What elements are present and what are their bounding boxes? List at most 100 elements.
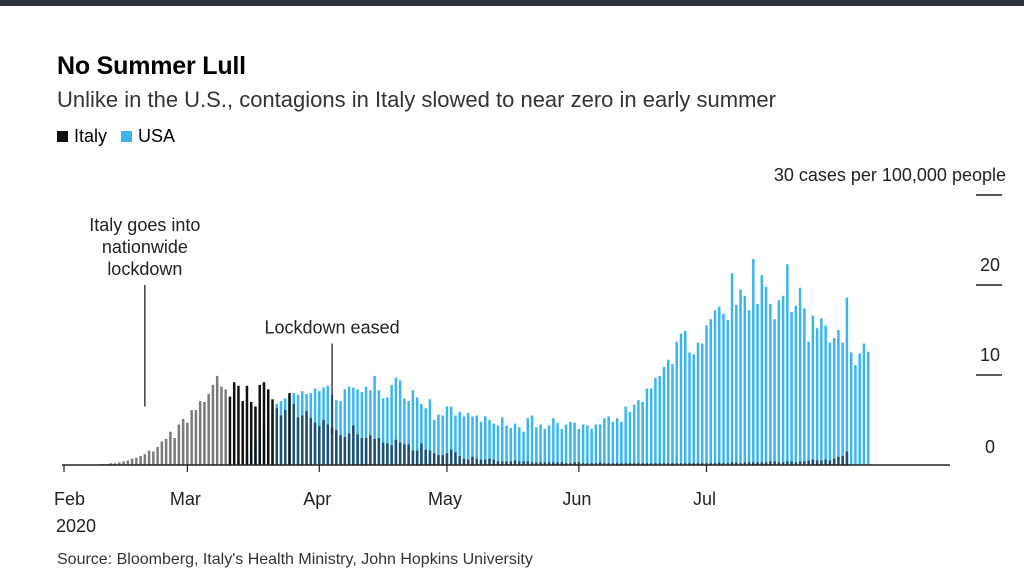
- bar-usa: [718, 306, 721, 465]
- bar-usa: [343, 389, 347, 465]
- bar-italy: [611, 463, 615, 465]
- bar-italy: [335, 429, 338, 465]
- bar-italy: [590, 463, 593, 465]
- bar-italy: [424, 449, 427, 465]
- bar-italy: [790, 461, 793, 465]
- bar-italy: [356, 434, 359, 465]
- bar-italy: [769, 461, 772, 465]
- bar-usa: [777, 300, 781, 465]
- bar-usa: [705, 325, 708, 465]
- bar-usa: [403, 398, 406, 465]
- bar-italy: [624, 463, 627, 465]
- bar-usa: [671, 364, 674, 465]
- bar-usa: [794, 305, 798, 465]
- bar-italy: [169, 431, 172, 465]
- bar-italy: [198, 401, 202, 465]
- bar-usa: [688, 352, 691, 465]
- bar-usa: [471, 416, 474, 465]
- bar-italy: [518, 461, 521, 465]
- bar-italy: [811, 459, 815, 465]
- bar-italy: [475, 458, 478, 465]
- bars-group: [101, 258, 870, 465]
- bar-italy: [620, 463, 623, 465]
- bar-italy: [696, 463, 700, 465]
- bar-italy: [492, 459, 495, 465]
- bar-italy: [735, 462, 738, 465]
- bar-italy: [594, 463, 598, 465]
- bar-italy: [445, 453, 449, 465]
- bar-italy: [143, 454, 147, 465]
- legend-swatch-italy: [57, 131, 68, 142]
- bar-italy: [552, 462, 555, 465]
- bar-italy: [688, 463, 691, 465]
- bar-italy: [501, 461, 504, 465]
- x-tick-label: Jun: [562, 489, 591, 509]
- bar-usa: [432, 420, 436, 465]
- bar-italy: [569, 463, 572, 465]
- bar-usa: [449, 406, 453, 465]
- bar-italy: [709, 463, 713, 465]
- bar-italy: [547, 462, 551, 465]
- bar-usa: [505, 425, 508, 465]
- y-tick-label: 10: [980, 345, 1000, 365]
- bar-usa: [428, 399, 432, 465]
- bar-italy: [701, 463, 704, 465]
- bar-italy: [632, 463, 636, 465]
- bar-usa: [369, 390, 372, 465]
- bar-italy: [837, 456, 840, 465]
- bar-italy: [449, 449, 453, 465]
- bar-italy: [841, 456, 844, 465]
- bar-usa: [594, 424, 598, 465]
- legend-label-italy: Italy: [74, 126, 108, 146]
- bar-usa: [743, 295, 747, 465]
- bar-usa: [841, 342, 844, 465]
- bar-italy: [322, 420, 325, 465]
- bar-italy: [675, 463, 678, 465]
- bar-usa: [709, 319, 713, 465]
- annotation-text: nationwide: [102, 237, 188, 257]
- bar-italy: [249, 402, 253, 465]
- bar-italy: [343, 437, 347, 465]
- bar-italy: [254, 406, 257, 465]
- bar-usa: [339, 401, 342, 465]
- bar-usa: [445, 406, 449, 465]
- bar-usa: [713, 310, 717, 465]
- bar-usa: [488, 420, 491, 465]
- bar-italy: [135, 457, 138, 465]
- bar-italy: [654, 463, 657, 465]
- legend: Italy USA: [57, 126, 189, 147]
- bar-italy: [275, 408, 278, 465]
- bar-italy: [815, 460, 819, 465]
- bar-italy: [347, 433, 351, 465]
- bar-italy: [360, 438, 364, 465]
- bar-usa: [513, 423, 517, 465]
- bar-usa: [539, 424, 542, 465]
- bar-italy: [181, 419, 185, 465]
- bar-italy: [313, 422, 317, 465]
- bar-italy: [794, 462, 798, 465]
- legend-label-usa: USA: [138, 126, 176, 146]
- bar-italy: [522, 461, 525, 465]
- bar-italy: [509, 461, 513, 465]
- bar-usa: [747, 310, 751, 465]
- bar-italy: [803, 461, 806, 465]
- bar-italy: [513, 460, 517, 465]
- bar-italy: [820, 460, 823, 465]
- bar-italy: [237, 385, 240, 465]
- bar-italy: [845, 451, 849, 465]
- bar-italy: [296, 417, 300, 465]
- bar-italy: [394, 439, 398, 465]
- bar-usa: [862, 343, 866, 465]
- bar-italy: [586, 463, 589, 465]
- bar-italy: [411, 450, 415, 465]
- bar-italy: [645, 463, 649, 465]
- bar-italy: [824, 459, 827, 465]
- bar-italy: [147, 450, 151, 465]
- bar-italy: [564, 463, 568, 465]
- bar-italy: [726, 463, 730, 465]
- bar-usa: [854, 365, 857, 465]
- bar-usa: [603, 418, 606, 465]
- bar-italy: [798, 461, 802, 465]
